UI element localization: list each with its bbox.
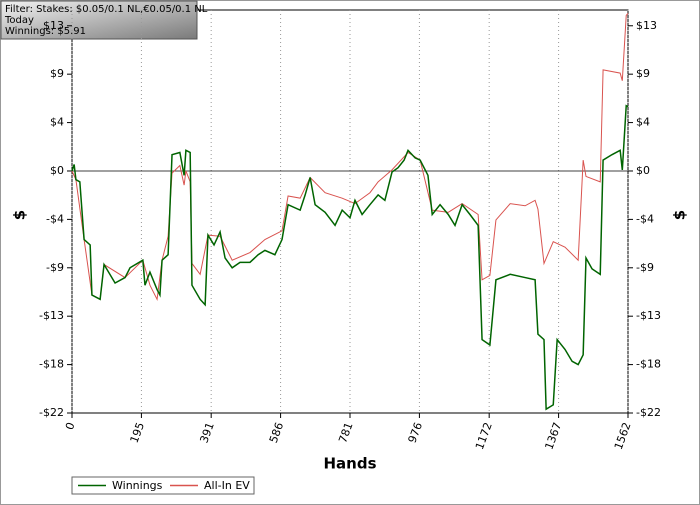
y-tick-label: -$4 bbox=[46, 212, 64, 225]
filter-background bbox=[0, 0, 198, 40]
y2-tick-label: -$22 bbox=[636, 406, 661, 419]
y-tick-label: -$18 bbox=[39, 358, 64, 371]
y2-tick-label: $4 bbox=[636, 116, 650, 129]
y2-tick-label: $0 bbox=[636, 164, 650, 177]
legend bbox=[71, 476, 255, 495]
legend-label: Winnings bbox=[112, 479, 163, 492]
y-tick-label: -$9 bbox=[46, 261, 64, 274]
filter-line: Today bbox=[4, 15, 34, 26]
y2-tick-label: -$9 bbox=[636, 261, 654, 274]
filter-line: Filter: Stakes: $0.05/0.1 NL,€0.05/0.1 N… bbox=[5, 4, 208, 15]
y2-tick-label: -$13 bbox=[636, 309, 661, 322]
y2-tick-label: -$18 bbox=[636, 358, 661, 371]
y-tick-label: -$22 bbox=[39, 406, 64, 419]
y-axis-label: $ bbox=[11, 210, 29, 220]
filter-line: Winnings: $5.91 bbox=[5, 26, 86, 37]
y2-tick-label: -$4 bbox=[636, 212, 654, 225]
y-tick-label: -$13 bbox=[39, 309, 64, 322]
legend-label: All-In EV bbox=[204, 479, 250, 492]
x-axis-label: Hands bbox=[323, 455, 376, 473]
filter-box: Filter: Stakes: $0.05/0.1 NL,€0.05/0.1 N… bbox=[0, 0, 208, 40]
y-tick-label: $9 bbox=[50, 67, 64, 80]
y2-tick-label: $13 bbox=[636, 19, 657, 32]
y2-axis-label: $ bbox=[671, 210, 689, 220]
y2-tick-label: $9 bbox=[636, 67, 650, 80]
y-tick-label: $13 bbox=[43, 19, 64, 32]
series-line bbox=[71, 104, 629, 411]
y-tick-label: $0 bbox=[50, 164, 64, 177]
x-tick-label: 0 bbox=[63, 421, 78, 432]
y-tick-label: $4 bbox=[50, 116, 64, 129]
series-line bbox=[71, 12, 629, 302]
